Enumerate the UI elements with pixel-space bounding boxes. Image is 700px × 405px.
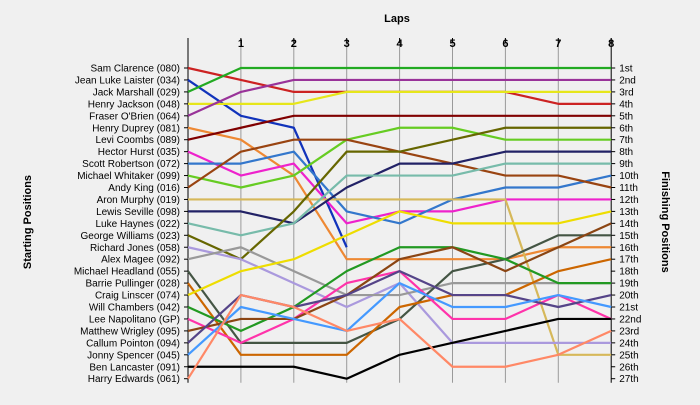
start-position-label: Barrie Pullinger (028) [86,279,181,290]
start-position-label: George Williams (023) [81,231,180,242]
start-position-label: Sam Clarence (080) [91,64,180,75]
start-position-label: Lewis Seville (098) [96,207,180,218]
lap-tick-label: 6 [502,38,508,50]
finish-position-label: 9th [619,159,633,170]
series-line [187,126,612,189]
series-line [187,114,612,141]
start-position-label: Jean Luke Laister (034) [75,75,180,86]
start-position-label: Will Chambers (042) [89,303,180,314]
series-line [187,246,612,332]
start-position-label: Aron Murphy (019) [97,195,180,206]
finish-position-label: 10th [619,171,638,182]
finish-position-label: 6th [619,123,633,134]
lap-tick-label: 4 [397,38,404,50]
finish-position-label: 19th [619,279,638,290]
finish-position-label: 15th [619,231,638,242]
lap-tick-label: 7 [555,38,561,50]
finish-position-label: 4th [619,99,633,110]
start-position-label: Henry Jackson (048) [88,99,180,110]
series-line [187,222,612,332]
finish-position-label: 14th [619,219,638,230]
lap-tick-label: 5 [449,38,455,50]
lap-tick-label: 3 [344,38,350,50]
start-position-label: Jonny Spencer (045) [87,350,180,361]
start-position-label: Jack Marshall (029) [93,87,180,98]
lap-tick-label: 1 [238,38,244,50]
finish-position-label: 18th [619,267,638,278]
start-position-label: Craig Linscer (074) [95,291,180,302]
axis-labels: 1 2 3 4 5 6 7 8 Sam Clarence (080)Jean Luke Lais… [74,38,642,385]
start-position-label: Michael Whitaker (099) [77,171,180,182]
finish-position-label: 5th [619,111,633,122]
series-line [188,317,612,380]
finish-position-label: 25th [619,350,638,361]
start-position-label: Luke Haynes (022) [96,219,181,230]
start-position-label: Harry Edwards (061) [88,374,180,385]
finish-position-label: 1st [619,64,633,75]
series-line [187,66,612,93]
series-lines [187,66,612,380]
finish-position-label: 21st [619,303,638,314]
finish-position-label: 22nd [619,314,641,325]
finish-position-label: 27th [619,374,638,385]
start-position-label: Henry Duprey (081) [92,123,180,134]
series-line [187,282,612,356]
series-line [187,293,612,380]
finish-position-label: 11th [619,183,638,194]
finish-position-label: 7th [619,135,633,146]
series-line [187,126,612,261]
finish-position-label: 2nd [619,75,636,86]
right-axis-label: Finishing Positions [659,171,671,272]
finish-position-label: 13th [619,207,638,218]
start-position-label: Matthew Wrigley (095) [80,326,180,337]
series-line [187,246,612,297]
start-position-label: Levi Coombs (089) [96,135,180,146]
lap-tick-label: 2 [291,38,297,50]
series-line [188,150,612,225]
finish-position-label: 23rd [619,326,639,337]
start-position-label: Scott Robertson (072) [82,159,180,170]
top-axis-label: Laps [384,13,410,25]
start-position-label: Richard Jones (058) [90,243,180,254]
lap-tick-label: 8 [608,38,614,50]
finish-position-label: 8th [619,147,633,158]
start-position-label: Alex Magee (092) [101,255,180,266]
finish-position-label: 3rd [619,87,633,98]
finish-position-label: 26th [619,362,638,373]
start-position-label: Fraser O'Brien (064) [89,111,180,122]
series-line [188,90,612,105]
finish-position-label: 24th [619,338,638,349]
finish-position-label: 16th [619,243,638,254]
start-position-label: Hector Hurst (035) [98,147,180,158]
start-position-label: Callum Pointon (094) [86,338,180,349]
finish-position-label: 17th [619,255,638,266]
start-position-label: Michael Headland (055) [74,267,180,278]
series-line [187,78,612,117]
left-axis-label: Starting Positions [22,175,34,269]
start-position-label: Ben Lancaster (091) [89,362,180,373]
finish-position-label: 12th [619,195,638,206]
finish-position-label: 20th [619,291,638,302]
series-line [187,258,612,356]
series-line [188,150,612,225]
series-line [187,210,612,297]
series-line [187,162,612,237]
start-position-label: Andy King (016) [108,183,180,194]
start-position-label: Lee Napolitano (GP) [89,314,180,325]
